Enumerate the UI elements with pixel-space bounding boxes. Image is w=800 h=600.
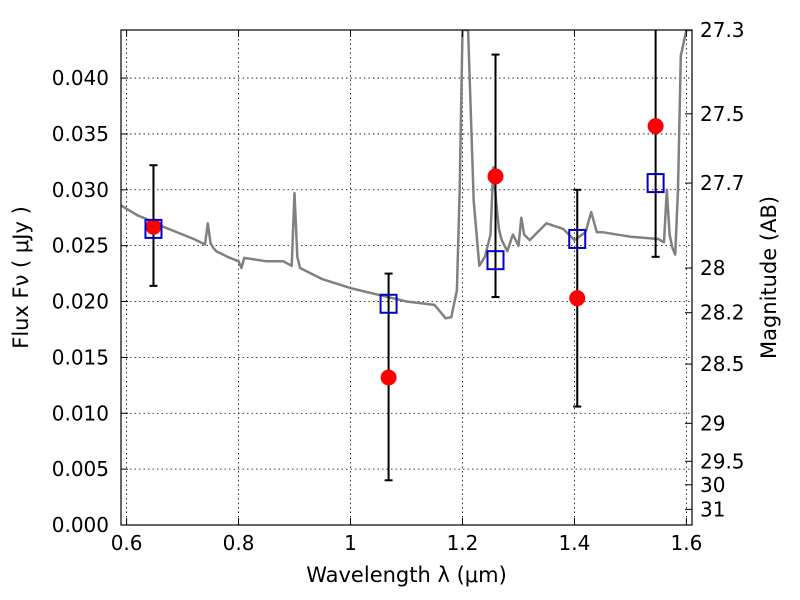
right-tick-label: 29.5 <box>700 449 745 473</box>
y-tick-label: 0.035 <box>52 122 109 146</box>
spectrum-line <box>121 30 692 320</box>
right-tick-label: 29 <box>700 411 725 435</box>
model-point <box>144 218 163 239</box>
data-markers <box>144 118 665 386</box>
model-point <box>568 228 587 249</box>
y-tick-label: 0.015 <box>52 345 109 369</box>
grid <box>121 30 692 526</box>
x-tick-label: 0.8 <box>223 531 255 555</box>
y-axis-label: Flux Fν ( μJy ) <box>9 206 33 349</box>
right-tick-label: 28 <box>700 256 725 280</box>
observed-point <box>380 369 397 386</box>
model-point <box>486 250 505 271</box>
plot-frame <box>120 29 693 526</box>
y-tick-label: 0.000 <box>52 513 109 537</box>
model-point <box>646 173 665 194</box>
y-tick-label: 0.020 <box>52 290 109 314</box>
y-tick-label: 0.005 <box>52 457 109 481</box>
y-tick-label: 0.010 <box>52 401 109 425</box>
right-tick-label: 30 <box>700 473 725 497</box>
observed-point <box>647 118 664 135</box>
x-tick-label: 0.6 <box>111 531 143 555</box>
x-tick-label: 1.2 <box>447 531 479 555</box>
x-tick-label: 1.6 <box>670 531 702 555</box>
x-axis-label: Wavelength λ (μm) <box>306 563 507 587</box>
observed-point <box>569 290 586 307</box>
y-tick-label: 0.025 <box>52 234 109 258</box>
y-tick-label: 0.040 <box>52 66 109 90</box>
y-tick-label: 0.030 <box>52 178 109 202</box>
right-tick-label: 28.5 <box>700 352 745 376</box>
right-axis-label: Magnitude (AB) <box>757 196 781 359</box>
right-tick-label: 28.2 <box>700 301 745 325</box>
x-tick-label: 1.4 <box>559 531 591 555</box>
observed-point <box>487 168 504 185</box>
model-point <box>379 293 398 314</box>
right-tick-label: 27.3 <box>700 18 745 42</box>
model-spectrum <box>121 30 692 320</box>
axis-ticks: 0.6 0.8 1 1.2 1.4 1.6 0.000 0.005 0.010 0.015 0.02… <box>52 18 745 555</box>
observed-point <box>145 218 162 235</box>
right-tick-label: 27.5 <box>700 102 745 126</box>
right-tick-label: 27.7 <box>700 171 745 195</box>
x-tick-label: 1 <box>344 531 357 555</box>
right-tick-label: 31 <box>700 497 725 521</box>
